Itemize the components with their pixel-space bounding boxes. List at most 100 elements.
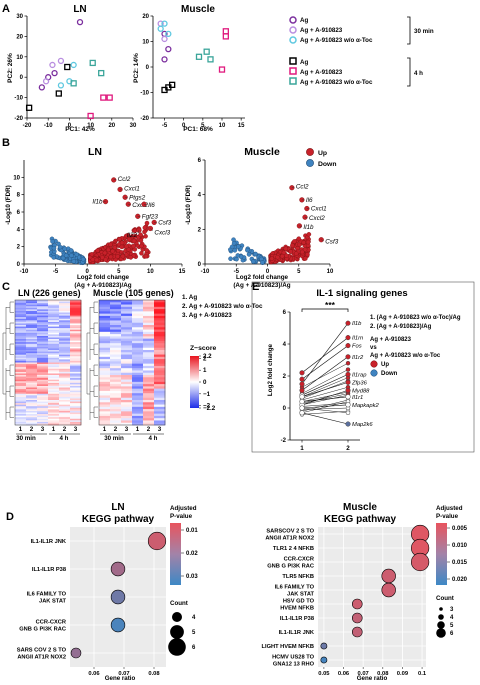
heatmap-cell [121, 320, 133, 324]
heatmap-cell [132, 422, 144, 426]
heatmap-cell [70, 417, 82, 420]
pathway-label: IL1-IL1R JNK [31, 539, 67, 545]
size-legend-dot [437, 621, 445, 629]
heatmap-cell [154, 336, 166, 340]
heatmap-cell [59, 321, 71, 324]
gene-label: Cxcl3 [154, 229, 170, 236]
heatmap-cell [70, 406, 82, 409]
heatmap-cell [132, 402, 144, 405]
heatmap-cell [15, 309, 27, 312]
heatmap-cell [70, 410, 82, 413]
heatmap-cell [110, 402, 122, 405]
heatmap-cell [143, 331, 155, 335]
data-point [38, 84, 45, 91]
y-tick-label: 0 [20, 75, 24, 81]
heatmap-cell [26, 359, 38, 362]
heatmap-cell [26, 335, 38, 338]
heatmap-cell [15, 373, 27, 376]
heatmap-cell [37, 423, 49, 426]
size-legend-label: 3 [450, 607, 454, 613]
heatmap-cell [15, 320, 27, 323]
pathway-label: IL1-IL1R JNK [279, 630, 315, 636]
up-point [142, 229, 147, 235]
heatmap-cell [110, 304, 122, 308]
pathway-label: IL1-IL1R P38 [32, 567, 66, 573]
panel-letter-b: B [2, 137, 10, 149]
heatmap-cell [143, 402, 155, 405]
heatmap-cell [26, 418, 38, 421]
data-point [25, 104, 33, 111]
heatmap-cell [48, 389, 60, 392]
heatmap-cell [70, 360, 82, 363]
heatmap-cell [143, 393, 155, 396]
heatmap-cell [99, 331, 111, 335]
heatmap-cell [37, 320, 49, 323]
heatmap-cell [37, 379, 49, 382]
heatmap-cell [132, 331, 144, 335]
panel-e: IL-1 signaling genes Log2 fold change -2… [251, 281, 475, 453]
heatmap-cell [143, 350, 155, 353]
heatmap-cell [143, 406, 155, 410]
heatmap-cell [70, 393, 82, 396]
paired-point [345, 387, 351, 393]
heatmap-cell [154, 315, 166, 319]
legend-down-label: Down [318, 161, 337, 168]
heatmap-cell [48, 331, 60, 334]
heatmap-cell [26, 310, 38, 313]
heatmap-cell [154, 306, 166, 310]
heatmap-cell [110, 415, 122, 419]
heatmap-cell [70, 359, 82, 362]
heatmap-cell [121, 327, 133, 330]
heatmap-cell [59, 309, 71, 312]
pathway-dot [381, 568, 396, 584]
pathway-dot [351, 626, 363, 638]
heatmap-cell [37, 332, 49, 335]
heatmap-cell [143, 347, 155, 351]
heatmap-cell [132, 361, 144, 365]
heatmap-cell [154, 406, 166, 410]
heatmap-cell [37, 368, 49, 371]
heatmap-cell [15, 315, 27, 318]
heatmap-cell [15, 385, 27, 388]
x-tick-label: 0.08 [377, 671, 389, 677]
heatmap-cell [154, 422, 166, 426]
heatmap-cell [121, 313, 133, 317]
heatmap-cell [154, 340, 166, 344]
heatmap-cell [110, 418, 122, 421]
heatmap-cell [99, 309, 111, 312]
heatmap-cell [143, 327, 155, 330]
heatmap-cell [26, 304, 38, 307]
heatmap-cell [15, 301, 27, 304]
pathway-label: GNB G PI3K RAC [267, 564, 314, 570]
plot-background [318, 527, 426, 667]
paired-line [301, 369, 349, 394]
heatmap-cell [15, 403, 27, 406]
d-muscle-size-legend: 3 4 5 6 [436, 607, 454, 638]
heatmap-cell [26, 351, 38, 354]
size-legend-dot [438, 614, 444, 620]
heatmap-cell [70, 309, 82, 312]
e-title: IL-1 signaling genes [316, 288, 407, 299]
heatmap-cell [143, 370, 155, 374]
heatmap-cell [132, 334, 144, 337]
heatmap-cell [132, 354, 144, 358]
heatmap-cell [15, 326, 27, 329]
heatmap-cell [37, 342, 49, 345]
c-dendrograms [2, 301, 98, 420]
heatmap-cell [70, 304, 82, 307]
heatmap-cell [26, 329, 38, 332]
heatmap-cell [121, 306, 133, 310]
label-leader [321, 239, 324, 242]
colorbar-tick-label: 0.020 [452, 577, 468, 583]
heatmap-cell [26, 423, 38, 426]
heatmap-cell [99, 395, 111, 399]
heatmap-cell [59, 335, 71, 338]
heatmap-cell [48, 303, 60, 306]
heatmap-cell [70, 325, 82, 327]
data-point [207, 56, 214, 63]
heatmap-cell [154, 363, 166, 367]
c-zscore-scale: Z−score 2.22 1 0 −1 −2−2.2 [190, 345, 216, 412]
heatmap-cell [26, 412, 38, 415]
heatmap-cell [59, 303, 71, 306]
